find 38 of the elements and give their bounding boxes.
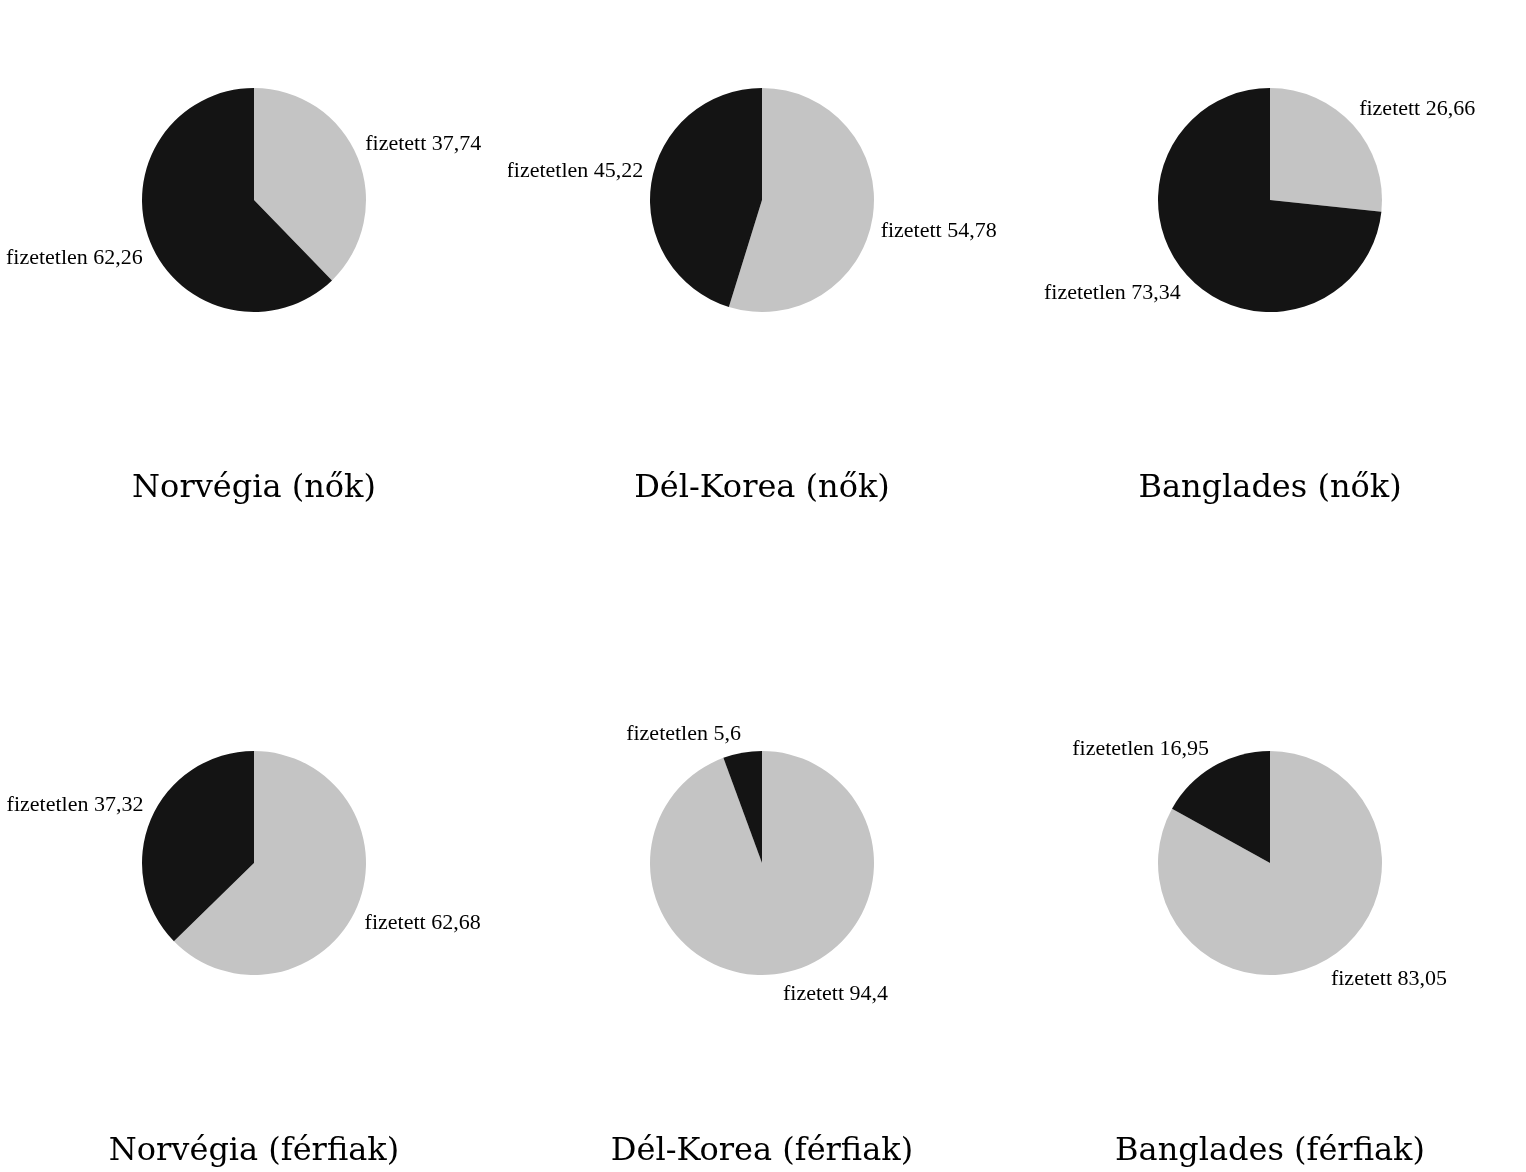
slice-label: fizetetlen	[6, 791, 89, 817]
text: Norvégia (férfiak)	[108, 1130, 400, 1168]
data-label: 16,95	[1159, 734, 1210, 760]
pie-slice	[254, 88, 366, 281]
pie-slice	[173, 751, 366, 975]
data-label: 94,4	[849, 980, 889, 1006]
text: Banglades (férfiak)	[1115, 1130, 1425, 1168]
slice-label: fizetetlen	[1044, 279, 1126, 305]
data-label: 26,66	[1425, 94, 1476, 120]
data-label: 54,78	[947, 217, 997, 243]
text: Norvégia (nők)	[132, 467, 376, 505]
data-label: 5,6	[713, 719, 741, 745]
pie-slice	[728, 88, 874, 312]
data-label: 45,22	[593, 156, 644, 182]
slice-label: fizetett	[1330, 965, 1392, 991]
pie-slice	[650, 88, 762, 307]
slice-label: fizetetlen	[1072, 734, 1155, 760]
slice-label: fizetett	[365, 129, 427, 155]
data-label: 62,26	[93, 244, 143, 270]
pie-slice	[650, 751, 874, 975]
data-label: 73,34	[1131, 279, 1181, 305]
slice-label: fizetett	[364, 908, 426, 934]
pie-slice	[723, 751, 762, 863]
slice-label: fizetetlen	[626, 719, 709, 745]
slice-label: fizetett	[783, 980, 845, 1006]
slice-label: fizetett	[1359, 94, 1421, 120]
text: Dél-Korea (férfiak)	[610, 1130, 914, 1168]
slice-label: fizetett	[880, 217, 942, 243]
data-label: 37,74	[431, 129, 482, 155]
data-label: 37,32	[93, 791, 144, 817]
slice-label: fizetetlen	[5, 244, 88, 270]
pie-slice	[142, 88, 332, 312]
data-label: 83,05	[1397, 965, 1447, 991]
slice-label: fizetetlen	[506, 156, 589, 182]
data-label: 62,68	[431, 908, 481, 934]
pie-slice	[142, 751, 254, 942]
text: Banglades (nők)	[1138, 467, 1402, 505]
text: Dél-Korea (nők)	[634, 467, 890, 505]
